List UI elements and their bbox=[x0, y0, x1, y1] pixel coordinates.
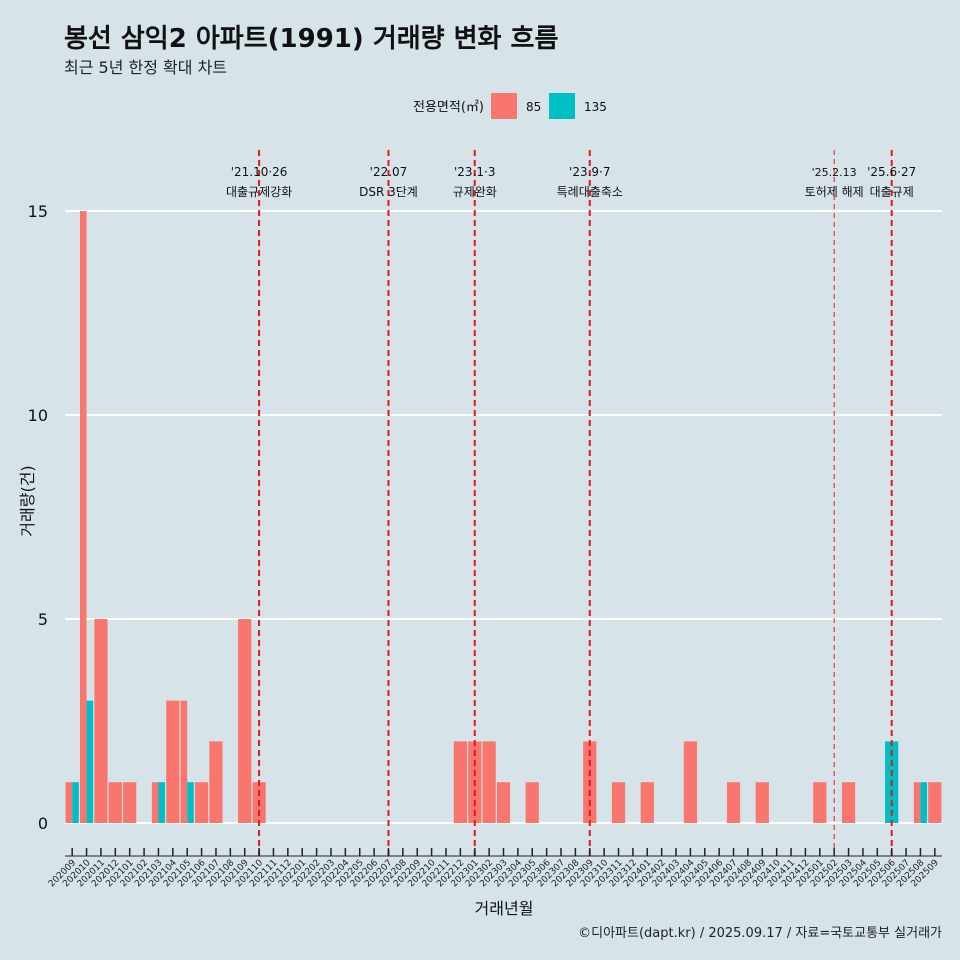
bar-85-202501 bbox=[813, 782, 827, 823]
legend-swatch-85 bbox=[491, 93, 517, 119]
page-title: 봉선 삼익2 아파트(1991) 거래량 변화 흐름 bbox=[64, 24, 559, 54]
x-axis: 2020092020102020112020122021012021022021… bbox=[47, 848, 942, 889]
grid-lines bbox=[65, 210, 942, 824]
bar-85-202109 bbox=[238, 619, 252, 823]
bar-85-202401 bbox=[640, 782, 654, 823]
bar-135-202508 bbox=[920, 782, 928, 823]
event-date: '21.10·26 bbox=[231, 165, 288, 179]
bar-85-202107 bbox=[209, 741, 223, 823]
event-label: 대출규제강화 bbox=[226, 185, 292, 199]
bar-85-202508 bbox=[913, 782, 921, 823]
source-caption: ©디아파트(dapt.kr) / 2025.09.17 / 자료=국토교통부 실… bbox=[578, 926, 942, 941]
legend-swatch-135 bbox=[549, 93, 575, 119]
event-date: '23.1·3 bbox=[454, 165, 495, 179]
event-lines: '21.10·26 대출규제강화 '22.07 DSR 3단계 '23.1·3 규제완화 '… bbox=[226, 150, 916, 856]
bar-85-202311 bbox=[611, 782, 626, 823]
bar-85-202509 bbox=[928, 782, 942, 823]
y-axis-ticks: 0 5 10 15 bbox=[28, 202, 48, 833]
bar-135-202009 bbox=[72, 782, 79, 823]
bar-85-202011 bbox=[94, 619, 108, 823]
event-date: '25.6·27 bbox=[867, 165, 916, 179]
page-subtitle: 최근 5년 한정 확대 차트 bbox=[64, 58, 228, 77]
y-tick-label: 15 bbox=[28, 202, 48, 221]
event-label: 규제완화 bbox=[453, 185, 497, 199]
x-axis-title: 거래년월 bbox=[475, 899, 534, 918]
legend-label-85: 85 bbox=[526, 100, 541, 114]
bar-85-202009 bbox=[65, 782, 73, 823]
event-label: 특례대출축소 bbox=[557, 185, 623, 199]
bar-135-202103 bbox=[158, 782, 166, 823]
bar-85-202101 bbox=[123, 782, 137, 823]
event-date: '22.07 bbox=[370, 165, 408, 179]
bar-85-202010 bbox=[79, 211, 87, 823]
bar-85-202303 bbox=[496, 782, 511, 823]
event-label: DSR 3단계 bbox=[359, 185, 418, 199]
bar-85-202104 bbox=[166, 700, 180, 823]
bar-85-202103 bbox=[151, 782, 159, 823]
bar-85-202407 bbox=[726, 782, 741, 823]
bar-85-202302 bbox=[482, 741, 496, 823]
bars bbox=[65, 211, 942, 823]
event-label: 토허제 해제 bbox=[805, 185, 864, 199]
y-axis-title: 거래량(건) bbox=[18, 465, 37, 536]
y-tick-label: 10 bbox=[28, 406, 48, 425]
y-tick-label: 0 bbox=[38, 814, 48, 833]
bar-85-202012 bbox=[108, 782, 122, 823]
event-label: 대출규제 bbox=[870, 185, 914, 199]
y-tick-label: 5 bbox=[38, 610, 48, 629]
bar-85-202409 bbox=[755, 782, 769, 823]
bar-85-202305 bbox=[525, 782, 539, 823]
event-date: '25.2.13 bbox=[812, 166, 857, 179]
legend-label-135: 135 bbox=[584, 100, 607, 114]
legend-title: 전용면적(㎡) bbox=[413, 100, 484, 115]
bar-85-202404 bbox=[683, 741, 698, 823]
legend: 전용면적(㎡) 85 135 bbox=[413, 93, 607, 119]
bar-85-202106 bbox=[194, 782, 209, 823]
event-date: '23.9·7 bbox=[569, 165, 610, 179]
bar-135-202105 bbox=[187, 782, 194, 823]
bar-135-202010 bbox=[86, 700, 94, 823]
bar-85-202105 bbox=[180, 700, 188, 823]
bar-85-202212 bbox=[453, 741, 467, 823]
bar-85-202503 bbox=[841, 782, 856, 823]
